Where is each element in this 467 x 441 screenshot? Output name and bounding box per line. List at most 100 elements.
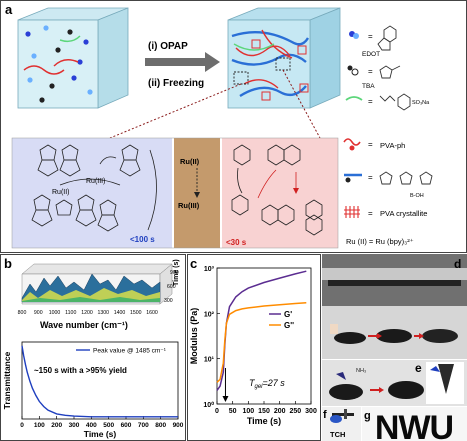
pva-chain: [235, 45, 291, 57]
decay-xtick-label: 0: [20, 422, 24, 429]
svg-text:=: =: [368, 173, 373, 182]
pva-crystallite: [297, 45, 307, 55]
modulus-ytick-label: 10⁰: [203, 401, 214, 409]
svg-text:=: =: [368, 67, 373, 76]
modulus-ylabel: Modulus (Pa): [189, 308, 199, 365]
panel-b: b 800 900 1000 1100 1200 1300 1400 1500 16003006…: [0, 254, 186, 441]
step-opap: (i) OPAP: [148, 41, 188, 52]
pva-chain: [53, 59, 79, 67]
pva-chain: [23, 65, 65, 75]
monomer-dot: [77, 59, 83, 65]
decay-series-line: [21, 345, 178, 418]
svg-text:=: =: [368, 209, 373, 218]
modulus-ytick-label: 10³: [204, 266, 215, 273]
svg-text:=: =: [368, 32, 373, 41]
ir-xtick-label: 1100: [65, 310, 76, 316]
modulus-xtick-label: 250: [289, 408, 301, 415]
cube-left: [17, 7, 129, 109]
monomer-dot: [49, 83, 55, 89]
scheme-pink-region: [222, 138, 338, 248]
pva-crystallite: [261, 91, 271, 101]
modulus-xlabel: Time (s): [247, 416, 281, 426]
pva-ph-coupling-structures: [231, 144, 323, 236]
svg-text:=: =: [368, 140, 373, 149]
pedot-chain: [231, 30, 310, 46]
ir-waterfall-plot: 800 900 1000 1100 1200 1300 1400 1500 1600 300 600…: [18, 263, 179, 316]
modulus-xtick-label: 300: [305, 408, 317, 415]
tgel-annotation: Tgel=27 s: [249, 378, 285, 390]
decay-xlabel: Time (s): [84, 429, 117, 439]
crystallite-icon: [344, 206, 360, 218]
decay-ylabel: Transmittance: [2, 351, 12, 409]
ir-ytick-label: 900: [170, 270, 179, 276]
legend-edot: EDOT: [362, 51, 380, 58]
legend-a: = EDOT = TBA = SO₃Na = PVA-ph: [343, 25, 433, 246]
process-arrow: [145, 52, 220, 72]
step-freezing: (ii) Freezing: [148, 78, 204, 89]
edot-structure-icon: [377, 25, 397, 51]
decay-xtick-label: 600: [121, 422, 132, 429]
ir-xlabel: Wave number (cm⁻¹): [40, 320, 128, 330]
legend-so3na: SO₃Na: [412, 100, 430, 106]
ir-ylabel: Time (s): [173, 259, 180, 286]
ir-xtick-label: 1600: [146, 310, 158, 316]
decay-xtick-label: 500: [103, 422, 114, 429]
ir-xtick-label: 1300: [97, 310, 109, 316]
scheme-blue-region: [12, 138, 172, 248]
edot-oxidation-structures: [31, 144, 157, 232]
ir-xtick-label: 1000: [49, 310, 61, 316]
panel-f-photo: f TCH: [322, 407, 361, 441]
ir-ytick-label: 300: [164, 298, 173, 304]
monomer-dot: [83, 39, 89, 45]
panel-f-letter: f: [323, 409, 327, 421]
pva-chain: [243, 79, 279, 89]
monomer-dot: [43, 25, 49, 31]
modulus-xtick-label: 150: [258, 408, 270, 415]
decay-xtick-label: 700: [138, 422, 149, 429]
panel-c: c 0 50 100 150 200 250 300 10⁰ 10¹ 10² 10³ Time (s)…: [187, 254, 321, 441]
decay-annotation: ~150 s with a >95% yield: [34, 366, 127, 375]
tgel-arrow-head: [222, 396, 229, 402]
transmittance-plot: 0 100 200 300 400 500 600 700 800 900 Time (s) Tran…: [2, 341, 184, 439]
pss-chain: [59, 35, 81, 43]
scheme-ru3-left: Ru(III): [86, 178, 105, 185]
scheme-ru3-center: Ru(III): [178, 201, 200, 210]
decay-legend-label: Peak value @ 1485 cm⁻¹: [93, 348, 167, 355]
tba-structure-icon: [379, 65, 401, 79]
cube-right: [227, 7, 341, 109]
modulus-legend-label: G': [284, 310, 292, 319]
pva-chain: [261, 29, 293, 59]
decay-xtick-label: 400: [86, 422, 97, 429]
legend-ru-formula: Ru (II) = Ru (bpy)₃²⁺: [346, 237, 414, 246]
monomer-dot: [71, 75, 77, 81]
modulus-xtick-label: 200: [274, 408, 286, 415]
monomer-dot: [67, 29, 73, 35]
panel-a: a (i) OPAP (ii) Freezing =: [0, 0, 467, 253]
monomer-dot: [87, 89, 93, 95]
ir-xtick-label: 1200: [81, 310, 93, 316]
monomer-dot: [25, 31, 31, 37]
scheme-time-right: <30 s: [226, 238, 247, 247]
pva-crystallite: [299, 83, 309, 93]
monomer-dot: [27, 77, 33, 83]
legend-pva-ph: PVA-ph: [380, 141, 405, 150]
panel-e-photo: NH₃ e: [322, 360, 467, 406]
panel-g-photo: g NWU: [362, 407, 467, 441]
decay-xtick-label: 300: [69, 422, 80, 429]
panel-c-letter: c: [190, 256, 197, 271]
ir-xtick-label: 1500: [130, 310, 142, 316]
legend-tba: TBA: [362, 83, 375, 90]
svg-text:=: =: [368, 97, 373, 106]
modulus-xtick-label: 100: [242, 408, 254, 415]
decay-xtick-label: 800: [155, 422, 166, 429]
modulus-xtick-label: 50: [229, 408, 237, 415]
pss-chain: [233, 43, 275, 51]
pva-crystallite: [251, 39, 261, 49]
legend-pva-crystallite: PVA crystallite: [380, 209, 427, 218]
decay-xtick-label: 200: [51, 422, 62, 429]
monomer-dot: [31, 53, 37, 59]
modulus-ytick-label: 10²: [204, 311, 215, 318]
ir-xtick-label: 800: [18, 310, 27, 316]
ir-xtick-label: 900: [34, 310, 43, 316]
